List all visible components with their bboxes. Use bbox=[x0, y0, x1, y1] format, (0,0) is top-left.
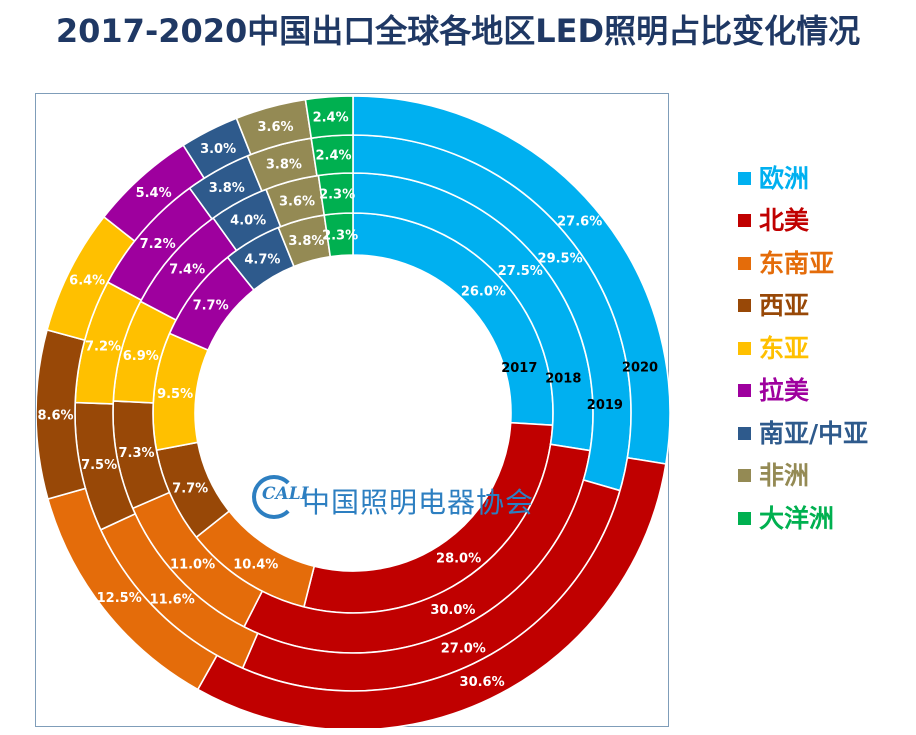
legend-item: 东亚 bbox=[738, 327, 916, 370]
legend-swatch-icon bbox=[738, 214, 751, 228]
data-label-2018-8: 2.3% bbox=[319, 188, 355, 203]
data-label-2018-7: 3.6% bbox=[279, 194, 315, 209]
data-label-2017-0: 26.0% bbox=[461, 284, 506, 299]
legend-label: 东南亚 bbox=[759, 248, 835, 278]
data-label-2019-1: 27.0% bbox=[441, 641, 486, 656]
legend-item: 欧洲 bbox=[738, 157, 916, 200]
data-label-2018-0: 27.5% bbox=[498, 264, 543, 279]
legend-label: 欧洲 bbox=[759, 163, 810, 193]
legend-swatch-icon bbox=[738, 256, 751, 270]
data-label-2019-8: 2.4% bbox=[315, 149, 351, 164]
legend-item: 北美 bbox=[738, 200, 916, 243]
legend-item: 拉美 bbox=[738, 370, 916, 413]
cali-logo-icon bbox=[252, 475, 296, 519]
legend-item: 西亚 bbox=[738, 285, 916, 328]
data-label-2020-2: 12.5% bbox=[97, 591, 142, 606]
data-label-2018-3: 7.3% bbox=[118, 446, 154, 461]
legend-label: 东亚 bbox=[759, 333, 810, 363]
legend-swatch-icon bbox=[738, 341, 751, 355]
data-label-2019-7: 3.8% bbox=[266, 157, 302, 172]
data-label-2017-7: 3.8% bbox=[288, 234, 324, 249]
logo: CALI 中国照明电器协会 bbox=[252, 473, 535, 523]
data-label-2018-4: 6.9% bbox=[123, 349, 159, 364]
legend-swatch-icon bbox=[738, 511, 751, 525]
data-label-2019-2: 11.6% bbox=[150, 592, 195, 607]
legend-swatch-icon bbox=[738, 384, 751, 398]
legend-item: 南亚/中亚 bbox=[738, 412, 916, 455]
data-label-2017-5: 7.7% bbox=[193, 299, 229, 314]
logo-mark-text: CALI bbox=[262, 484, 309, 504]
data-label-2018-5: 7.4% bbox=[169, 263, 205, 278]
legend-item: 东南亚 bbox=[738, 242, 916, 285]
legend-item: 非洲 bbox=[738, 455, 916, 498]
data-label-2020-7: 3.6% bbox=[257, 120, 293, 135]
data-label-2019-6: 3.8% bbox=[209, 181, 245, 196]
slice-2020-8 bbox=[304, 95, 354, 140]
data-label-2017-1: 28.0% bbox=[436, 552, 481, 567]
legend-label: 西亚 bbox=[759, 291, 810, 321]
data-label-2020-4: 6.4% bbox=[69, 273, 105, 288]
ring-label-2018: 2018 bbox=[545, 371, 581, 386]
legend-label: 拉美 bbox=[759, 376, 810, 406]
data-label-2020-0: 27.6% bbox=[557, 214, 602, 229]
ring-label-2019: 2019 bbox=[587, 398, 623, 413]
data-label-2020-5: 5.4% bbox=[136, 186, 172, 201]
data-label-2020-6: 3.0% bbox=[200, 142, 236, 157]
data-label-2019-4: 7.2% bbox=[85, 339, 121, 354]
data-label-2020-1: 30.6% bbox=[460, 675, 505, 690]
data-label-2018-6: 4.0% bbox=[230, 214, 266, 229]
ring-label-2020: 2020 bbox=[622, 361, 658, 376]
legend-swatch-icon bbox=[738, 171, 751, 185]
ring-label-2017: 2017 bbox=[501, 361, 537, 376]
legend-label: 大洋洲 bbox=[759, 503, 835, 533]
data-label-2017-3: 7.7% bbox=[172, 481, 208, 496]
data-label-2019-0: 29.5% bbox=[538, 252, 583, 267]
data-label-2017-2: 10.4% bbox=[233, 557, 278, 572]
data-label-2019-5: 7.2% bbox=[140, 237, 176, 252]
data-label-2018-2: 11.0% bbox=[170, 558, 215, 573]
legend-swatch-icon bbox=[738, 469, 751, 483]
donut-chart: 26.0%28.0%10.4%7.7%9.5%7.7%4.7%3.8%2.3%2… bbox=[36, 95, 670, 728]
legend-swatch-icon bbox=[738, 299, 751, 313]
data-label-2019-3: 7.5% bbox=[81, 458, 117, 473]
page-title: 2017-2020中国出口全球各地区LED照明占比变化情况 bbox=[55, 12, 861, 50]
data-label-2017-4: 9.5% bbox=[157, 387, 193, 402]
data-label-2020-8: 2.4% bbox=[313, 110, 349, 125]
legend-label: 北美 bbox=[759, 206, 810, 236]
data-label-2018-1: 30.0% bbox=[430, 603, 475, 618]
data-label-2017-6: 4.7% bbox=[244, 253, 280, 268]
legend-label: 南亚/中亚 bbox=[759, 418, 869, 448]
legend-item: 大洋洲 bbox=[738, 497, 916, 540]
data-label-2017-8: 2.3% bbox=[322, 229, 358, 244]
legend: 欧洲北美东南亚西亚东亚拉美南亚/中亚非洲大洋洲 bbox=[738, 157, 916, 540]
legend-label: 非洲 bbox=[759, 461, 810, 491]
chart-frame: 26.0% 28.0% 10.4% 7.7% 9.5% 7.7% 4.7% 3.8% 2.3% 2… bbox=[35, 93, 670, 728]
data-label-2020-3: 8.6% bbox=[37, 408, 73, 423]
logo-text: 中国照明电器协会 bbox=[302, 486, 535, 519]
legend-swatch-icon bbox=[738, 426, 751, 440]
